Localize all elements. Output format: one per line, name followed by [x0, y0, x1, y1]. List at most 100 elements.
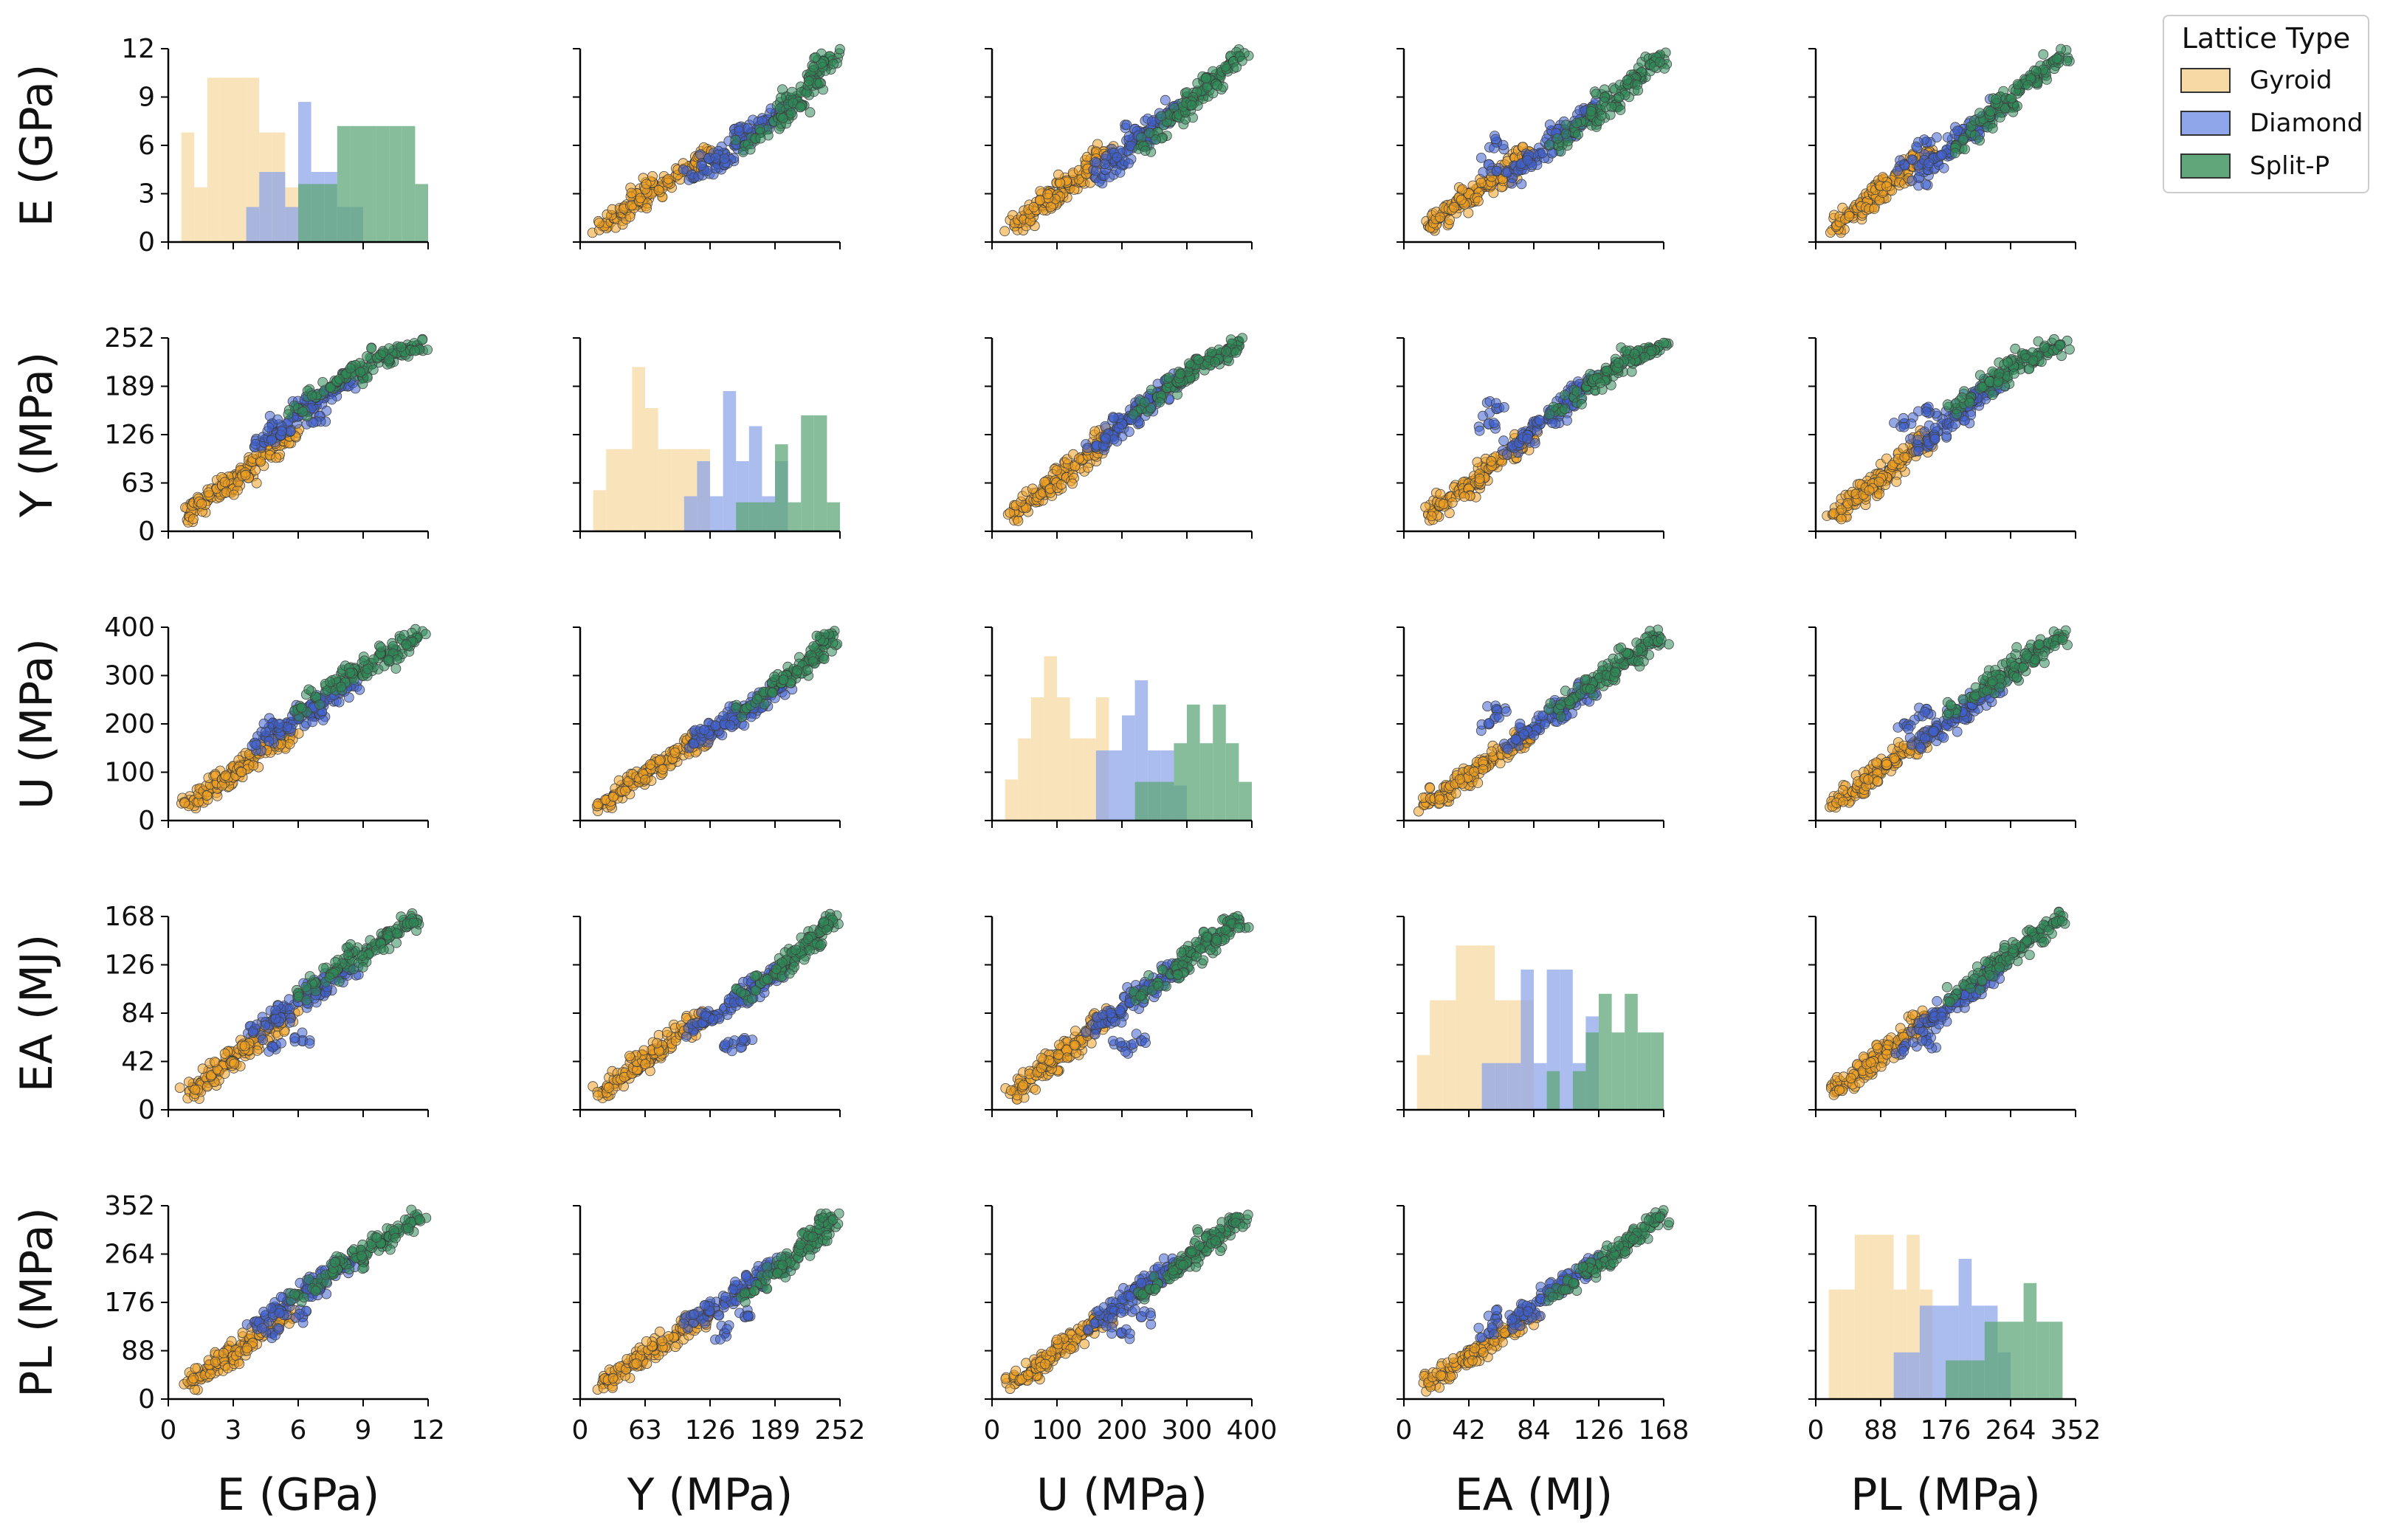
scatter-point-gyroid: [252, 1046, 263, 1056]
scatter-point-gyroid: [1863, 774, 1874, 785]
y-tick-label: 9: [138, 83, 155, 113]
scatter-point-gyroid: [196, 498, 207, 509]
histogram-bar-diamond: [272, 172, 286, 242]
scatter-point-diamond: [1911, 141, 1922, 152]
scatter-point-gyroid: [669, 747, 681, 758]
scatter-point-gyroid: [1013, 516, 1024, 526]
histogram-bar-gyroid: [1030, 697, 1044, 821]
scatter-point-split-p: [1594, 378, 1605, 389]
scatter-point-diamond: [1931, 132, 1942, 143]
scatter-point-diamond: [725, 719, 736, 731]
scatter-point-split-p: [1633, 656, 1644, 666]
scatter-point-split-p: [306, 390, 317, 401]
scatter-point-gyroid: [1478, 764, 1489, 775]
histogram-bar-split-p: [415, 184, 428, 242]
scatter-point-gyroid: [1449, 201, 1459, 213]
scatter-point-split-p: [1580, 674, 1591, 685]
scatter-point-gyroid: [1425, 783, 1436, 793]
scatter-point-gyroid: [1474, 473, 1485, 484]
histogram-bar-diamond: [1095, 750, 1109, 821]
histogram-bar-gyroid: [671, 449, 684, 531]
histogram-bar-gyroid: [233, 77, 247, 242]
scatter-point-diamond: [1924, 158, 1935, 169]
scatter-point-split-p: [417, 334, 428, 345]
scatter-point-split-p: [1945, 700, 1956, 711]
scatter-point-diamond: [678, 164, 689, 175]
histogram-bar-gyroid: [1057, 697, 1070, 821]
scatter-point-split-p: [1146, 384, 1157, 396]
scatter-point-diamond: [1938, 162, 1949, 173]
scatter-point-split-p: [1957, 134, 1969, 145]
scatter-point-diamond: [1498, 435, 1509, 446]
scatter-point-split-p: [324, 972, 335, 983]
scatter-point-split-p: [1163, 372, 1174, 383]
scatter-point-diamond: [695, 149, 706, 160]
scatter-point-split-p: [1221, 345, 1231, 356]
y-tick-label: 0: [138, 806, 155, 836]
scatter-point-diamond: [1529, 438, 1540, 449]
histogram-bar-split-p: [311, 184, 325, 242]
scatter-point-split-p: [1571, 386, 1583, 397]
scatter-point-split-p: [2022, 80, 2033, 91]
scatter-point-split-p: [777, 84, 788, 94]
scatter-point-split-p: [366, 342, 377, 353]
scatter-point-split-p: [1206, 347, 1217, 358]
y-tick-label: 12: [121, 34, 155, 64]
scatter-point-diamond: [1123, 131, 1134, 142]
scatter-point-split-p: [1154, 397, 1165, 408]
scatter-point-diamond: [739, 720, 750, 731]
scatter-point-diamond: [1929, 433, 1940, 444]
histogram-bar-split-p: [775, 444, 788, 531]
scatter-point-diamond: [1515, 718, 1526, 729]
scatter-point-split-p: [391, 928, 402, 939]
scatter-point-diamond: [1082, 443, 1093, 453]
scatter-point-gyroid: [1056, 479, 1067, 490]
histogram-bar-gyroid: [593, 490, 607, 531]
scatter-point-split-p: [1560, 390, 1571, 401]
scatter-point-split-p: [1957, 694, 1969, 705]
scatter-point-diamond: [719, 153, 730, 164]
y-tick-label: 6: [138, 131, 155, 161]
scatter-point-gyroid: [624, 211, 636, 222]
scatter-point-split-p: [334, 976, 345, 987]
scatter-point-diamond: [1478, 410, 1488, 421]
scatter-point-diamond: [1544, 119, 1555, 130]
scatter-point-split-p: [1633, 646, 1644, 656]
y-tick-label: 100: [104, 758, 155, 788]
scatter-point-split-p: [792, 665, 803, 676]
histogram-bar-split-p: [1148, 781, 1161, 821]
y-tick-label: 252: [104, 323, 155, 353]
scatter-point-gyroid: [1473, 778, 1484, 788]
histogram-bar-split-p: [1134, 781, 1148, 821]
scatter-point-split-p: [2008, 368, 2019, 379]
scatter-point-split-p: [1642, 636, 1653, 647]
scatter-point-diamond: [264, 736, 275, 747]
histogram-bar-gyroid: [1083, 738, 1096, 821]
scatter-point-split-p: [1175, 368, 1185, 379]
scatter-point-diamond: [1124, 427, 1134, 437]
scatter-point-diamond: [1938, 732, 1949, 743]
scatter-point-diamond: [250, 438, 261, 449]
scatter-point-split-p: [2010, 343, 2021, 354]
scatter-point-gyroid: [1898, 443, 1909, 454]
scatter-point-gyroid: [219, 1068, 230, 1079]
scatter-point-diamond: [258, 1035, 269, 1046]
scatter-point-split-p: [1585, 683, 1596, 694]
y-tick-label: 126: [104, 420, 155, 450]
histogram-bar-diamond: [285, 207, 298, 242]
scatter-point-split-p: [1613, 357, 1624, 368]
scatter-point-split-p: [336, 682, 347, 692]
histogram-bar-split-p: [376, 125, 390, 242]
scatter-point-diamond: [696, 160, 706, 171]
scatter-point-gyroid: [1881, 759, 1893, 770]
scatter-point-split-p: [2056, 351, 2067, 362]
scatter-point-diamond: [1952, 726, 1963, 737]
histogram-bar-gyroid: [207, 77, 221, 242]
scatter-point-diamond: [252, 1019, 263, 1030]
scatter-point-gyroid: [1873, 477, 1884, 487]
scatter-point-split-p: [1555, 146, 1566, 157]
scatter-point-diamond: [274, 719, 285, 729]
histogram-bar-gyroid: [619, 449, 633, 531]
scatter-point-split-p: [401, 639, 412, 650]
scatter-point-split-p: [1957, 392, 1968, 403]
